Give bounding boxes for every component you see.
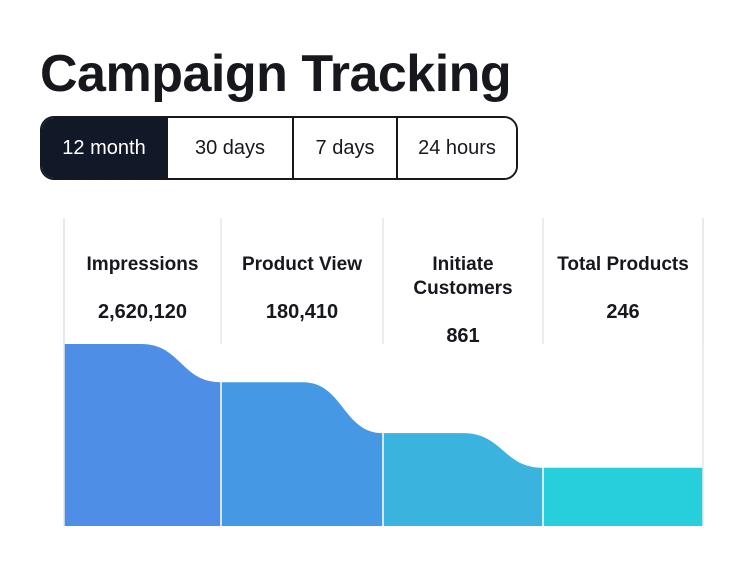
stage-value-1: 2,620,120 [98,301,187,323]
stage-value-3: 861 [446,325,479,347]
funnel-stage-4 [543,467,703,526]
stage-label-2: Product View [242,254,362,275]
stage-label-1: Impressions [87,254,199,275]
stage-label-4: Total Products [557,254,689,275]
filter-12-month[interactable]: 12 month [42,118,166,178]
stage-value-2: 180,410 [266,301,338,323]
page-title: Campaign Tracking [40,45,512,103]
time-range-selector: 12 month 30 days 7 days 24 hours [40,116,518,180]
filter-30-days[interactable]: 30 days [166,118,292,178]
filter-24-hours[interactable]: 24 hours [396,118,516,178]
stage-label-3: Initiate [432,254,493,275]
funnel-stage-2 [221,382,383,526]
funnel-stage-3 [383,433,543,526]
stage-label-3: Customers [413,278,512,299]
filter-7-days[interactable]: 7 days [292,118,396,178]
funnel-stage-1 [64,344,221,526]
stage-value-4: 246 [606,301,639,323]
